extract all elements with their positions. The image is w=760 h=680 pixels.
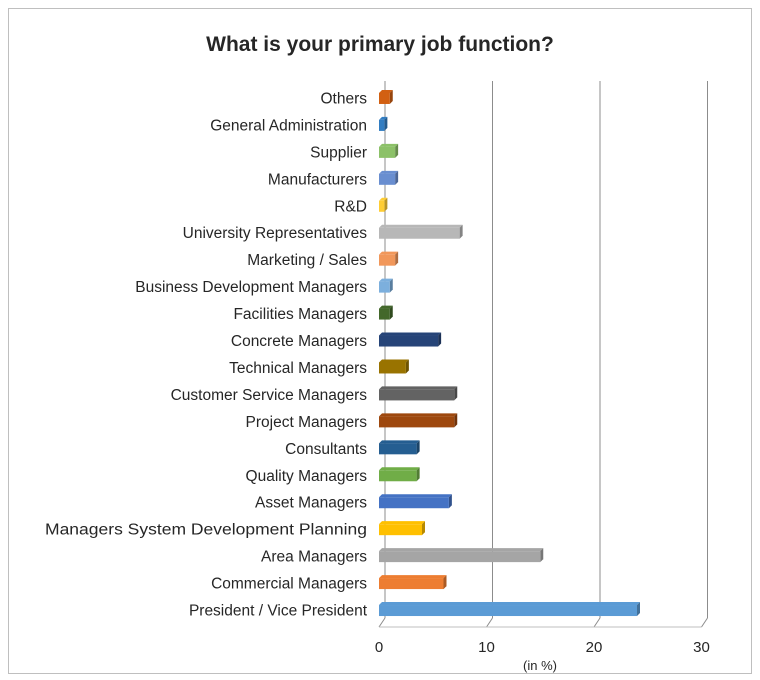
- bar: [379, 92, 390, 104]
- x-tick-label: 0: [375, 639, 383, 656]
- bar-side: [459, 224, 463, 239]
- x-tick-label: 10: [478, 639, 495, 656]
- bar-top: [379, 467, 420, 471]
- chart-title: What is your primary job function?: [206, 33, 554, 56]
- bar-side: [454, 413, 458, 428]
- bar: [379, 146, 396, 158]
- bar-side: [416, 467, 420, 482]
- bar-side: [389, 278, 393, 293]
- category-label: Customer Service Managers: [171, 387, 368, 404]
- x-tick-label: 30: [693, 639, 710, 656]
- category-label: Marketing / Sales: [247, 252, 367, 269]
- bar-top: [379, 143, 399, 147]
- gridline-floor: [378, 617, 386, 628]
- category-label: Consultants: [285, 441, 367, 458]
- bar: [379, 389, 455, 401]
- bar-side: [389, 305, 393, 320]
- category-label: Concrete Managers: [231, 333, 367, 350]
- bar-side: [395, 143, 399, 158]
- bar-side: [416, 440, 420, 455]
- category-label: Commercial Managers: [211, 576, 367, 593]
- bar-top: [379, 602, 640, 606]
- bar: [379, 497, 449, 509]
- bar: [379, 281, 390, 293]
- bar-top: [379, 494, 452, 498]
- bar-top: [379, 116, 388, 120]
- category-label: Manufacturers: [268, 171, 367, 188]
- category-label: President / Vice President: [189, 603, 368, 620]
- bar-side: [443, 575, 447, 590]
- x-axis-title: (in %): [523, 658, 557, 673]
- bar: [379, 551, 541, 563]
- bar-top: [379, 224, 463, 228]
- bar-top: [379, 386, 458, 390]
- category-label: Technical Managers: [229, 360, 367, 377]
- bar-side: [389, 89, 393, 104]
- bar: [379, 416, 455, 428]
- bar-side: [384, 116, 388, 131]
- category-label: Area Managers: [261, 549, 367, 566]
- bar-side: [448, 494, 452, 509]
- category-label: University Representatives: [183, 225, 368, 242]
- bar: [379, 524, 422, 536]
- bar-top: [379, 170, 399, 174]
- bar-top: [379, 413, 458, 417]
- bar: [379, 605, 637, 617]
- bar: [379, 308, 390, 320]
- bar: [379, 362, 406, 374]
- bar: [379, 119, 385, 131]
- bar: [379, 443, 417, 455]
- category-label: Facilities Managers: [233, 306, 367, 323]
- category-label: Business Development Managers: [135, 279, 367, 296]
- bar-side: [454, 386, 458, 401]
- bar-top: [379, 197, 388, 201]
- category-label: Asset Managers: [255, 495, 367, 512]
- category-label: Managers System Development Planning: [45, 522, 367, 539]
- bar-side: [540, 548, 544, 563]
- bar-top: [379, 251, 399, 255]
- bar: [379, 227, 460, 239]
- bar-side: [438, 332, 442, 347]
- bar-top: [379, 305, 393, 309]
- bar-side: [422, 521, 425, 536]
- bar-side: [395, 170, 399, 185]
- bar-top: [379, 89, 393, 93]
- bar-top: [379, 521, 425, 525]
- category-label: Quality Managers: [246, 468, 368, 485]
- gridline-floor: [486, 617, 493, 628]
- bar: [379, 200, 385, 212]
- bar-top: [379, 332, 442, 336]
- bar: [379, 173, 396, 185]
- bar-top: [379, 278, 393, 282]
- bar: [379, 254, 396, 266]
- bar-top: [379, 359, 409, 363]
- x-tick-label: 20: [586, 639, 603, 656]
- category-label: Supplier: [310, 144, 367, 161]
- bar: [379, 470, 417, 482]
- bar: [379, 578, 444, 590]
- bar-side: [637, 602, 640, 617]
- bar-side: [384, 197, 388, 212]
- bar-side: [395, 251, 399, 266]
- gridline-floor: [593, 617, 601, 628]
- bar-top: [379, 575, 447, 579]
- category-label: Others: [320, 90, 367, 107]
- bar: [379, 335, 439, 347]
- category-label: R&D: [334, 198, 367, 215]
- category-label: General Administration: [210, 117, 367, 134]
- category-label: Project Managers: [246, 414, 368, 431]
- bar-side: [405, 359, 409, 374]
- bar-top: [379, 440, 420, 444]
- bar-top: [379, 548, 544, 552]
- gridline-floor: [701, 617, 708, 628]
